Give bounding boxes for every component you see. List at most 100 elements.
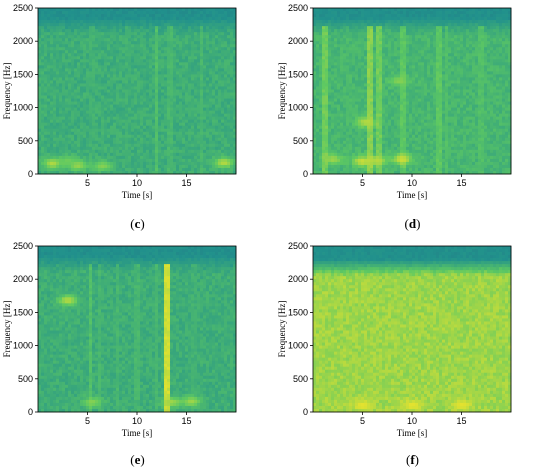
- heatmap-cell: [337, 26, 341, 30]
- heatmap-cell: [113, 89, 117, 93]
- heatmap-cell: [215, 101, 219, 105]
- heatmap-cell: [149, 140, 153, 145]
- heatmap-cell: [152, 128, 156, 133]
- heatmap-cell: [98, 71, 102, 75]
- heatmap-cell: [128, 146, 132, 151]
- heatmap-cell: [179, 155, 183, 160]
- heatmap-cell: [203, 26, 207, 30]
- heatmap-cell: [508, 29, 512, 33]
- heatmap-cell: [194, 152, 198, 157]
- heatmap-cell: [490, 35, 494, 39]
- heatmap-cell: [502, 14, 506, 18]
- heatmap-cell: [230, 68, 234, 72]
- heatmap-cell: [218, 119, 222, 124]
- heatmap-cell: [119, 74, 123, 78]
- heatmap-cell: [194, 146, 198, 151]
- heatmap-cell: [406, 50, 410, 54]
- heatmap-cell: [155, 32, 159, 36]
- heatmap-cell: [433, 26, 437, 30]
- heatmap-cell: [131, 146, 135, 151]
- heatmap-cell: [113, 77, 117, 81]
- heatmap-cell: [191, 146, 195, 151]
- heatmap-cell: [113, 107, 117, 112]
- heatmap-cell: [496, 50, 500, 54]
- heatmap-cell: [125, 50, 129, 54]
- heatmap-cell: [71, 98, 75, 102]
- heatmap-cell: [59, 17, 63, 21]
- heatmap-cell: [322, 56, 326, 60]
- heatmap-cell: [221, 86, 225, 90]
- heatmap-cell: [415, 50, 419, 54]
- heatmap-cell: [412, 50, 416, 54]
- heatmap-cell: [38, 158, 42, 163]
- heatmap-cell: [490, 14, 494, 18]
- heatmap-cell: [95, 134, 99, 139]
- heatmap-cell: [125, 47, 129, 51]
- heatmap-cell: [403, 8, 407, 12]
- heatmap-cell: [110, 167, 114, 172]
- heatmap-cell: [77, 38, 81, 42]
- heatmap-cell: [155, 110, 159, 115]
- heatmap-cell: [337, 35, 341, 39]
- heatmap-cell: [218, 134, 222, 139]
- heatmap-cell: [469, 11, 473, 15]
- heatmap-cell: [179, 116, 183, 121]
- heatmap-cell: [373, 41, 377, 45]
- heatmap-cell: [146, 80, 150, 84]
- heatmap-cell: [319, 41, 323, 45]
- heatmap-cell: [104, 11, 108, 15]
- heatmap-cell: [176, 56, 180, 60]
- heatmap-cell: [122, 53, 126, 57]
- heatmap-cell: [221, 71, 225, 75]
- heatmap-cell: [391, 65, 395, 69]
- heatmap-cell: [197, 149, 201, 154]
- heatmap-cell: [137, 131, 141, 136]
- heatmap-cell: [131, 119, 135, 124]
- heatmap-cell: [502, 65, 506, 69]
- heatmap-cell: [203, 131, 207, 136]
- heatmap-cell: [119, 56, 123, 60]
- heatmap-cell: [59, 35, 63, 39]
- heatmap-cell: [346, 26, 350, 30]
- heatmap-cell: [131, 8, 135, 12]
- heatmap-cell: [505, 38, 509, 42]
- heatmap-cell: [233, 113, 237, 118]
- heatmap-cell: [394, 65, 398, 69]
- heatmap-cell: [412, 38, 416, 42]
- heatmap-cell: [83, 164, 87, 169]
- heatmap-cell: [197, 11, 201, 15]
- heatmap-cell: [113, 56, 117, 60]
- heatmap-cell: [56, 158, 60, 163]
- heatmap-cell: [191, 56, 195, 60]
- heatmap-cell: [125, 8, 129, 12]
- heatmap-cell: [161, 86, 165, 90]
- heatmap-cell: [176, 149, 180, 154]
- heatmap-cell: [209, 74, 213, 78]
- heatmap-cell: [95, 32, 99, 36]
- heatmap-cell: [493, 50, 497, 54]
- heatmap-cell: [170, 146, 174, 151]
- heatmap-cell: [233, 140, 237, 145]
- heatmap-cell: [47, 134, 51, 139]
- heatmap-cell: [337, 17, 341, 21]
- heatmap-cell: [74, 11, 78, 15]
- heatmap-cell: [418, 41, 422, 45]
- heatmap-cell: [74, 149, 78, 154]
- heatmap-cell: [146, 83, 150, 87]
- heatmap-cell: [424, 14, 428, 18]
- heatmap-cell: [155, 164, 159, 169]
- heatmap-cell: [233, 41, 237, 45]
- heatmap-cell: [322, 11, 326, 15]
- heatmap-cell: [346, 23, 350, 27]
- heatmap-cell: [140, 17, 144, 21]
- heatmap-cell: [433, 65, 437, 69]
- heatmap-cell: [478, 59, 482, 63]
- heatmap-cell: [155, 38, 159, 42]
- heatmap-cell: [77, 62, 81, 66]
- heatmap-cell: [137, 158, 141, 163]
- heatmap-cell: [56, 89, 60, 93]
- heatmap-cell: [125, 116, 129, 121]
- heatmap-cell: [442, 14, 446, 18]
- heatmap-cell: [457, 41, 461, 45]
- heatmap-cell: [98, 140, 102, 145]
